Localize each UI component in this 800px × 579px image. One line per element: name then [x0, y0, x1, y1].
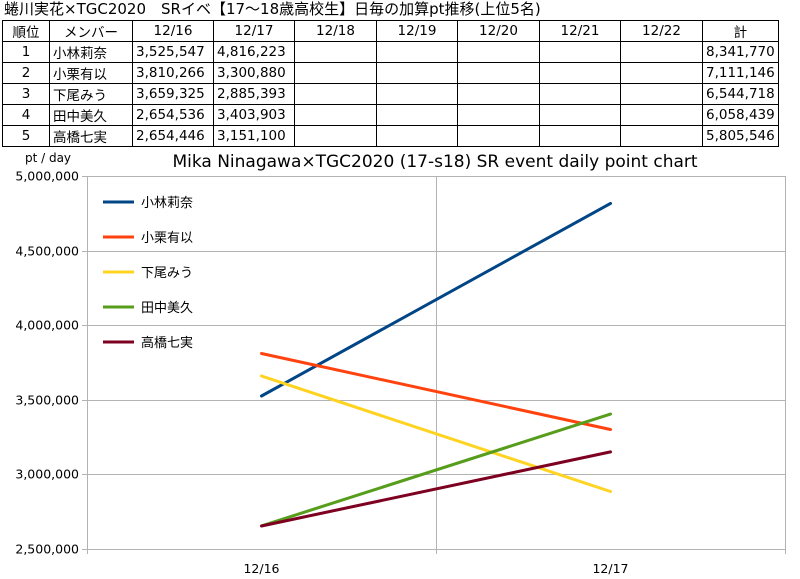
- gridlines: [82, 176, 786, 554]
- series-line: [260, 374, 612, 493]
- x-tick-label: 12/17: [592, 561, 628, 576]
- cell-member: 高橋七実: [49, 125, 133, 147]
- cell-member: 小林莉奈: [49, 41, 133, 63]
- legend-label: 小栗有以: [141, 231, 193, 246]
- page-title: 蜷川実花×TGC2020 SRイベ【17～18歳高校生】日毎の加算pt推移(上位…: [4, 0, 541, 18]
- y-axis-label: pt / day: [25, 151, 71, 165]
- series-line: [260, 201, 612, 398]
- y-tick-label: 3,000,000: [15, 467, 79, 482]
- ranking-table: 順位 メンバー 12/16 12/17 12/18 12/19 12/20 12…: [2, 20, 779, 147]
- cell-total: 6,544,718: [702, 83, 779, 105]
- x-axis-ticks: 12/16 12/17: [243, 561, 628, 576]
- cell-empty: [620, 125, 703, 147]
- series-line: [260, 352, 612, 431]
- y-tick-label: 2,500,000: [15, 542, 79, 557]
- cell-value: 3,810,266: [132, 62, 214, 84]
- chart-title: Mika Ninagawa×TGC2020 (17-s18) SR event …: [172, 152, 697, 172]
- header-date: 12/21: [539, 20, 621, 42]
- header-member: メンバー: [49, 20, 133, 42]
- y-tick-label: 4,000,000: [15, 318, 79, 333]
- table-row: 5 高橋七実 2,654,446 3,151,100 5,805,546: [2, 125, 779, 147]
- header-date: 12/22: [620, 20, 703, 42]
- cell-value: 4,816,223: [213, 41, 295, 63]
- table-row: 1 小林莉奈 3,525,547 4,816,223 8,341,770: [2, 41, 779, 63]
- y-tick-label: 5,000,000: [15, 169, 79, 184]
- y-tick-label: 4,500,000: [15, 244, 79, 259]
- cell-total: 5,805,546: [702, 125, 779, 147]
- header-date: 12/19: [376, 20, 458, 42]
- legend-label: 高橋七実: [141, 335, 193, 351]
- legend-label: 田中美久: [141, 301, 193, 316]
- x-tick-label: 12/16: [243, 561, 279, 576]
- cell-value: 3,300,880: [213, 62, 295, 84]
- cell-value: 3,151,100: [213, 125, 295, 147]
- cell-value: 3,659,325: [132, 83, 214, 105]
- table-header-row: 順位 メンバー 12/16 12/17 12/18 12/19 12/20 12…: [2, 20, 779, 42]
- y-axis-ticks: 5,000,000 4,500,000 4,000,000 3,500,000 3,00…: [15, 169, 79, 557]
- y-tick-label: 3,500,000: [15, 393, 79, 408]
- cell-member: 小栗有以: [49, 62, 133, 84]
- series-line: [260, 412, 612, 528]
- table-row: 2 小栗有以 3,810,266 3,300,880 7,111,146: [2, 62, 779, 84]
- legend-label: 下尾みう: [141, 266, 193, 281]
- legend-label: 小林莉奈: [141, 196, 193, 211]
- cell-total: 8,341,770: [702, 41, 779, 63]
- cell-value: 3,525,547: [132, 41, 214, 63]
- series-lines: [260, 201, 612, 528]
- cell-value: 2,885,393: [213, 83, 295, 105]
- series-line: [260, 450, 612, 528]
